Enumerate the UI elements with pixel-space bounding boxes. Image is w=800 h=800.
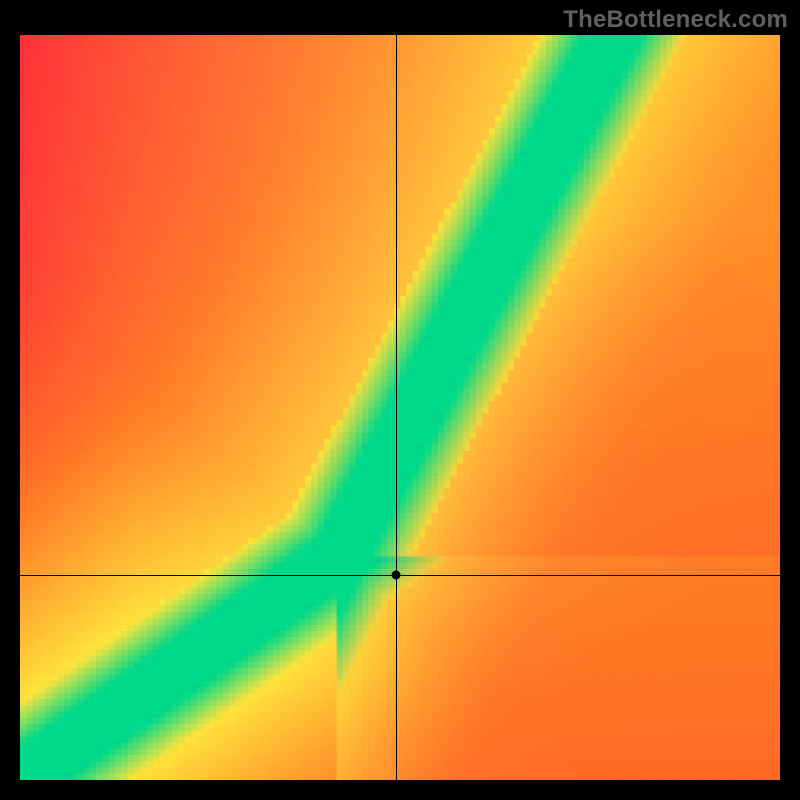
crosshair-vertical	[396, 35, 397, 780]
watermark-text: TheBottleneck.com	[563, 6, 788, 34]
chart-container: TheBottleneck.com	[0, 0, 800, 800]
heatmap-canvas	[20, 35, 780, 780]
plot-area	[20, 35, 780, 780]
marker-dot	[392, 571, 401, 580]
